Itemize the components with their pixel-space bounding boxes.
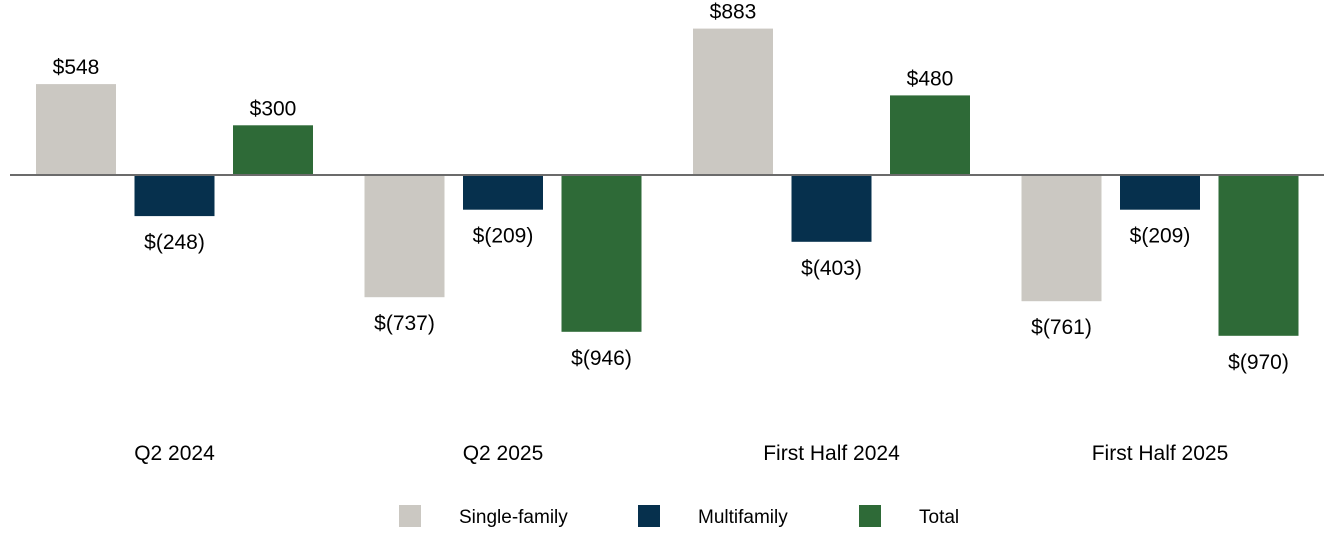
data-label-multifamily-first-half-2025: $(209) <box>1130 225 1191 248</box>
data-labels-group: $548 $(248) $300 $(737) $(209) $(946) $883 $(40… <box>53 1 1289 374</box>
category-label-first-half-2025: First Half 2025 <box>1092 442 1229 465</box>
category-label-first-half-2024: First Half 2024 <box>763 442 900 465</box>
data-label-total-q2-2024: $300 <box>250 97 297 120</box>
category-labels-group: Q2 2024 Q2 2025 First Half 2024 First Half … <box>134 442 1228 465</box>
legend-label-multifamily: Multifamily <box>698 507 788 528</box>
data-label-multifamily-q2-2025: $(209) <box>473 225 534 248</box>
data-label-total-q2-2025: $(946) <box>571 347 632 370</box>
bar-multifamily-q2-2024 <box>134 175 215 217</box>
data-label-single-family-first-half-2024: $883 <box>710 1 757 24</box>
bar-multifamily-first-half-2025 <box>1120 175 1200 210</box>
data-label-single-family-q2-2025: $(737) <box>374 312 435 335</box>
legend-label-total: Total <box>919 507 959 528</box>
legend: Single-family Multifamily Total <box>399 505 959 528</box>
bar-single-family-first-half-2024 <box>693 28 773 175</box>
bar-total-q2-2025 <box>561 175 642 332</box>
bar-total-first-half-2025 <box>1218 175 1299 336</box>
legend-label-single-family: Single-family <box>459 507 568 528</box>
legend-swatch-single-family <box>399 505 421 527</box>
legend-swatch-total <box>859 505 881 527</box>
bar-single-family-q2-2024 <box>36 84 116 175</box>
legend-swatch-multifamily <box>638 505 660 527</box>
bar-single-family-first-half-2025 <box>1021 175 1102 302</box>
category-label-q2-2024: Q2 2024 <box>134 442 215 465</box>
bars-group <box>36 28 1299 336</box>
bar-multifamily-first-half-2024 <box>791 175 872 242</box>
data-label-multifamily-q2-2024: $(248) <box>144 231 205 254</box>
data-label-total-first-half-2025: $(970) <box>1228 351 1289 374</box>
category-label-q2-2025: Q2 2025 <box>463 442 544 465</box>
data-label-single-family-q2-2024: $548 <box>53 56 100 79</box>
data-label-total-first-half-2024: $480 <box>907 67 954 90</box>
bar-multifamily-q2-2025 <box>463 175 543 210</box>
data-label-multifamily-first-half-2024: $(403) <box>801 257 862 280</box>
bar-total-first-half-2024 <box>890 95 970 175</box>
bar-total-q2-2024 <box>233 125 313 175</box>
bar-single-family-q2-2025 <box>364 175 445 298</box>
data-label-single-family-first-half-2025: $(761) <box>1031 316 1092 339</box>
